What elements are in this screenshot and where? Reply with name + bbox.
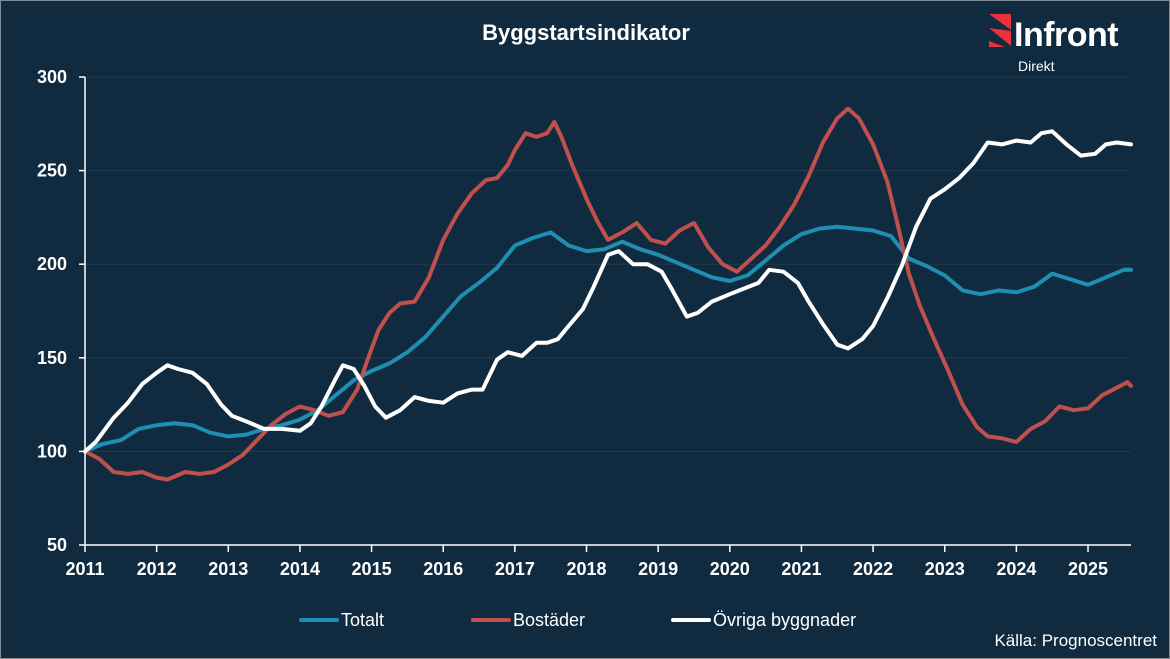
- legend: Totalt Bostäder Övriga byggnader: [299, 610, 856, 630]
- x-axis-ticks: 2011 2012 2013 2014 2015 2016 2017 2018 2019 2020…: [65, 545, 1108, 579]
- infront-logo: Infront Direkt: [989, 14, 1119, 74]
- x-tick-label: 2014: [280, 559, 320, 579]
- x-tick-label: 2013: [208, 559, 248, 579]
- series-line-övriga-byggnader: [83, 129, 1133, 454]
- axes: [84, 77, 1131, 546]
- x-tick-label: 2021: [781, 559, 821, 579]
- x-tick-label: 2025: [1068, 559, 1108, 579]
- source-note: Källa: Prognoscentret: [994, 631, 1157, 650]
- x-tick-label: 2023: [925, 559, 965, 579]
- series-line-bostäder: [83, 106, 1133, 482]
- x-tick-label: 2018: [566, 559, 606, 579]
- y-tick-label: 200: [37, 254, 67, 274]
- y-tick-label: 150: [37, 348, 67, 368]
- y-tick-label: 100: [37, 441, 67, 461]
- x-tick-label: 2020: [710, 559, 750, 579]
- logo-subtitle: Direkt: [1018, 58, 1055, 74]
- series-lines: [83, 106, 1133, 482]
- x-tick-label: 2016: [423, 559, 463, 579]
- x-tick-label: 2017: [495, 559, 535, 579]
- legend-label-totalt: Totalt: [341, 610, 384, 630]
- logo-name: Infront: [1014, 16, 1118, 54]
- infront-logo-mark: [989, 14, 1011, 47]
- chart-title: Byggstartsindikator: [482, 20, 690, 45]
- x-tick-label: 2012: [137, 559, 177, 579]
- y-tick-label: 300: [37, 67, 67, 87]
- x-tick-label: 2011: [65, 559, 104, 579]
- y-tick-label: 250: [37, 161, 67, 181]
- series-line-totalt: [83, 224, 1133, 454]
- x-tick-label: 2024: [996, 559, 1036, 579]
- legend-label-bostäder: Bostäder: [513, 610, 585, 630]
- y-axis-ticks: 50 100 150 200 250 300: [37, 67, 85, 555]
- grid-lines: [85, 76, 1131, 452]
- x-tick-label: 2019: [638, 559, 678, 579]
- legend-label-övriga-byggnader: Övriga byggnader: [713, 610, 856, 630]
- x-tick-label: 2022: [853, 559, 893, 579]
- y-tick-label: 50: [47, 535, 67, 555]
- x-tick-label: 2015: [352, 559, 392, 579]
